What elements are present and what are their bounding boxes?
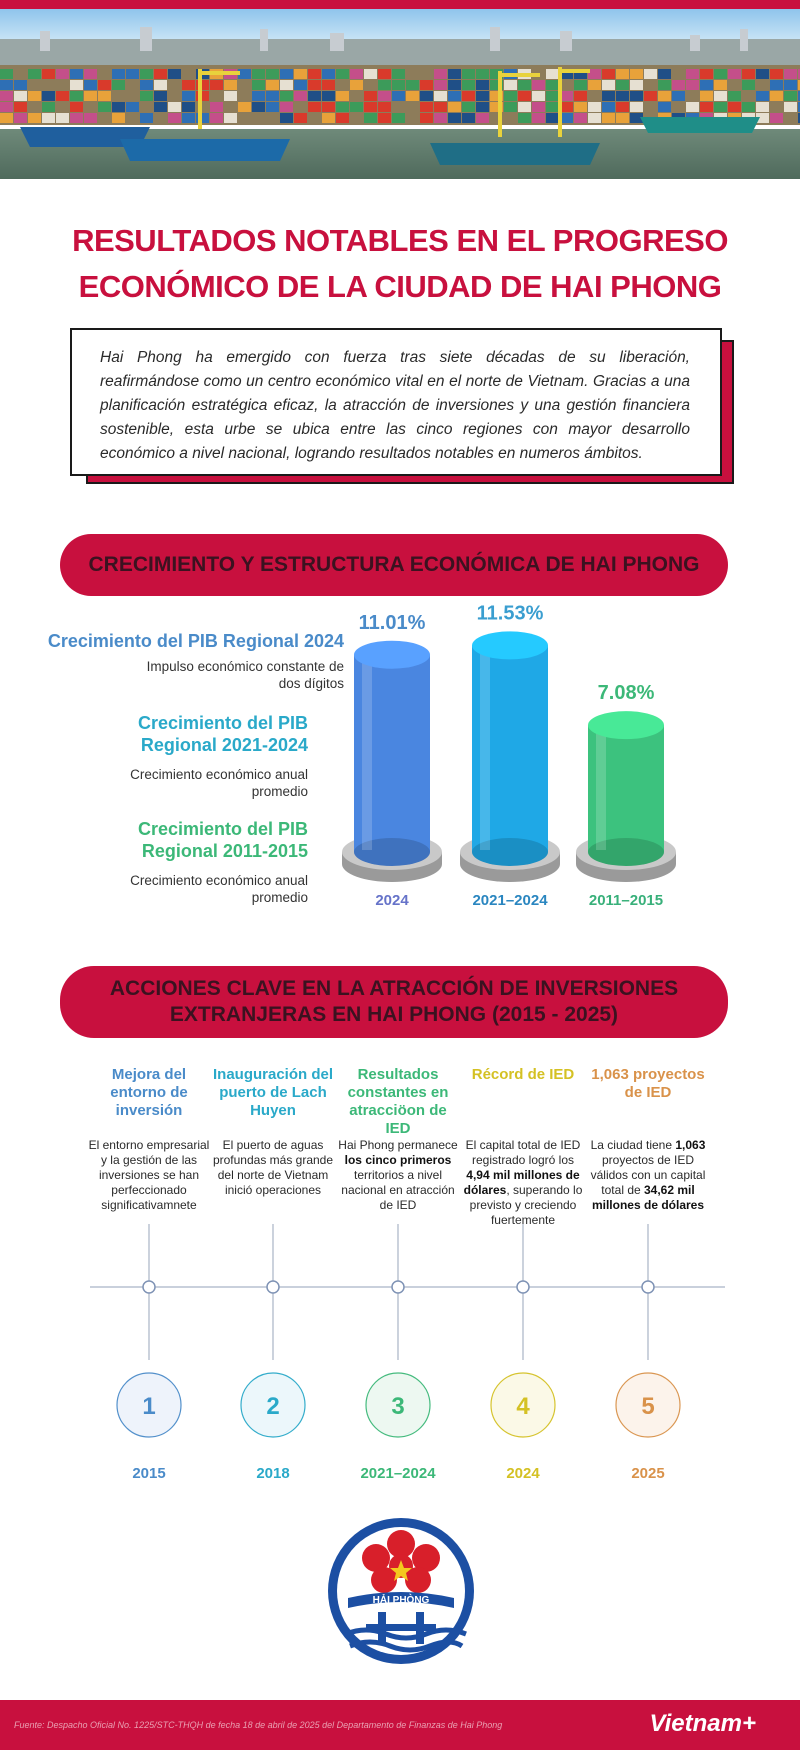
growth-label-sub: Impulso económico constante de dos dígit… — [146, 659, 344, 691]
timeline-item: Récord de IED El capital total de IED reg… — [461, 1066, 585, 1228]
hero-port-image — [0, 9, 800, 179]
timeline-item-desc: Hai Phong permanece los cinco primeros t… — [336, 1138, 460, 1213]
section-banner-fdi-line2: EXTRANJERAS EN HAI PHONG (2015 - 2025) — [169, 1003, 619, 1026]
port-illustration — [0, 9, 800, 179]
star-icon — [390, 1560, 412, 1581]
growth-label-2024: Crecimiento del PIB Regional 2024 Impuls… — [40, 630, 344, 692]
timeline-item-desc: El entorno empresarial y la gestión de l… — [87, 1138, 211, 1213]
growth-label-heading: Crecimiento del PIB Regional 2011-2015 — [137, 819, 308, 861]
bar-category-label: 2024 — [375, 892, 409, 909]
timeline-marker: 3 — [365, 1224, 431, 1438]
hai-phong-logo: HẢI PHÒNG — [328, 1518, 474, 1664]
intro-text: Hai Phong ha emergido con fuerza tras si… — [100, 349, 690, 462]
timeline-item-desc-part: Hai Phong permanece — [338, 1138, 458, 1152]
bar-2024 — [342, 640, 442, 882]
timeline-number: 1 — [142, 1393, 155, 1420]
timeline-marker: 1 — [116, 1224, 182, 1438]
timeline-item-desc-part: La ciudad tiene — [590, 1138, 676, 1152]
gdp-growth-chart: 11.01% 2024 11.53% 2021–2024 7.08% 2011–2015 — [342, 602, 676, 909]
timeline-year: 2024 — [506, 1465, 540, 1482]
page-title-line2: ECONÓMICO DE LA CIUDAD DE HAI PHONG — [78, 269, 722, 304]
timeline-number: 3 — [391, 1393, 404, 1420]
timeline-item-desc-part: 1,063 — [675, 1138, 706, 1152]
section-banner-fdi: ACCIONES CLAVE EN LA ATRACCIÓN DE INVERS… — [60, 966, 728, 1038]
timeline-marker: 4 — [490, 1224, 556, 1438]
timeline-item-desc-part: 4,94 mil millones de dólares — [463, 1168, 580, 1197]
timeline-item-heading: Resultados constantes en atracciöon de I… — [347, 1066, 449, 1137]
timeline-item-desc: La ciudad tiene 1,063 proyectos de IED v… — [586, 1138, 710, 1213]
timeline-year: 2025 — [631, 1465, 665, 1482]
timeline-year: 2015 — [132, 1465, 166, 1482]
timeline-number: 4 — [516, 1393, 530, 1420]
timeline-item-desc-part: proyectos de IED válidos con un capital … — [590, 1153, 706, 1197]
timeline-number: 2 — [266, 1393, 279, 1420]
growth-label-sub: Crecimiento económico anual promedio — [130, 767, 308, 799]
page-title: RESULTADOS NOTABLES EN EL PROGRESO ECONÓ… — [40, 218, 760, 310]
timeline-item: Mejora del entorno de inversión El entorn… — [87, 1066, 211, 1213]
intro-box: Hai Phong ha emergido con fuerza tras si… — [70, 328, 722, 476]
page-title-line1: RESULTADOS NOTABLES EN EL PROGRESO — [72, 223, 728, 258]
timeline-number: 5 — [641, 1393, 654, 1420]
timeline-item-desc-part: El capital total de IED registrado logró… — [465, 1138, 581, 1167]
logo-text: HẢI PHÒNG — [373, 1593, 430, 1606]
timeline-marker: 2 — [240, 1224, 306, 1438]
bar-2011–2015 — [576, 711, 676, 882]
growth-label-heading: Crecimiento del PIB Regional 2024 — [47, 631, 344, 651]
top-accent-bar — [0, 0, 800, 9]
section-banner-fdi-line1: ACCIONES CLAVE EN LA ATRACCIÓN DE INVERS… — [109, 977, 679, 1000]
growth-label-2011-2015: Crecimiento del PIB Regional 2011-2015 C… — [40, 818, 308, 906]
timeline-item-desc-part: El puerto de aguas profundas más grande … — [212, 1138, 334, 1197]
footer: Fuente: Despacho Oficial No. 1225/STC-TH… — [0, 1700, 800, 1750]
timeline-item-desc-part: 34,62 mil millones de dólares — [591, 1183, 705, 1212]
source-note: Fuente: Despacho Oficial No. 1225/STC-TH… — [14, 1720, 503, 1730]
timeline-graphic: 1 2 3 4 5 — [90, 1224, 725, 1438]
growth-label-2021-2024: Crecimiento del PIB Regional 2021-2024 C… — [40, 712, 308, 800]
timeline-item-heading: Récord de IED — [471, 1066, 575, 1083]
timeline-marker: 5 — [615, 1224, 681, 1438]
timeline-item-desc: El capital total de IED registrado logró… — [461, 1138, 585, 1228]
growth-label-sub: Crecimiento económico anual promedio — [130, 873, 308, 905]
bar-category-label: 2011–2015 — [589, 892, 663, 909]
timeline-item: Resultados constantes en atracciöon de I… — [336, 1066, 460, 1213]
timeline-item: 1,063 proyectos de IED La ciudad tiene 1,… — [586, 1066, 710, 1213]
timeline-item-heading: 1,063 proyectos de IED — [591, 1066, 705, 1101]
bar-category-label: 2021–2024 — [472, 892, 548, 909]
timeline-item-desc-part: los cinco primeros — [344, 1153, 452, 1167]
section-banner-growth: CRECIMIENTO Y ESTRUCTURA ECONÓMICA DE HA… — [60, 534, 728, 596]
bar-value-label: 11.01% — [359, 612, 426, 634]
timeline-year: 2021–2024 — [360, 1465, 436, 1482]
bar-value-label: 7.08% — [598, 682, 655, 704]
bar-value-label: 11.53% — [477, 602, 544, 624]
timeline-item-heading: Mejora del entorno de inversión — [110, 1066, 188, 1119]
timeline-item-heading: Inauguración del puerto de Lach Huyen — [212, 1066, 333, 1119]
timeline-item-desc-part: , superando lo previsto y creciendo fuer… — [469, 1183, 583, 1227]
growth-label-heading: Crecimiento del PIB Regional 2021-2024 — [137, 713, 308, 755]
timeline-year: 2018 — [256, 1465, 290, 1482]
bar-2021–2024 — [460, 631, 560, 882]
timeline-item-desc-part: El entorno empresarial y la gestión de l… — [88, 1138, 210, 1212]
section-banner-growth-title: CRECIMIENTO Y ESTRUCTURA ECONÓMICA DE HA… — [88, 553, 700, 576]
timeline-item-desc: El puerto de aguas profundas más grande … — [211, 1138, 335, 1198]
vietnamplus-logo: Vietnam+ — [649, 1710, 757, 1737]
timeline-item-desc-part: territorios a nivel nacional en atracció… — [341, 1168, 455, 1212]
timeline-item: Inauguración del puerto de Lach Huyen El … — [211, 1066, 335, 1198]
